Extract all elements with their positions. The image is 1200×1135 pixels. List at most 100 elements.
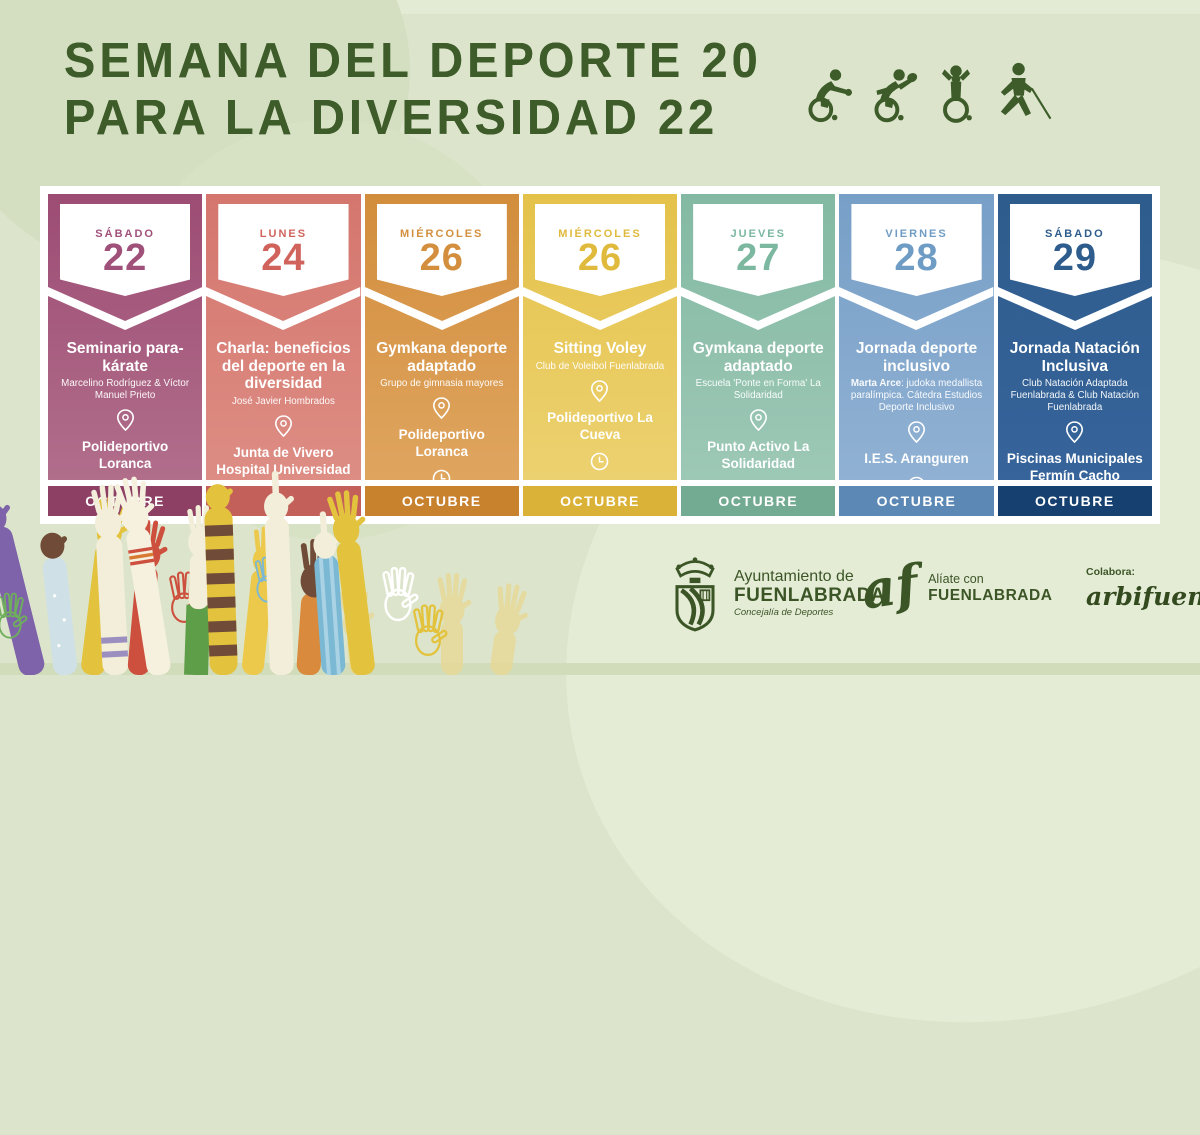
clock-icon-wrap (432, 469, 451, 480)
event-card-body: MIÉRCOLES 26 Gymkana deporte adaptado Gr… (364, 194, 519, 480)
event-subtitle: Marta Arce: judoka medallista paralímpic… (850, 378, 983, 413)
event-card-body: LUNES 24 Charla: beneficios del deporte … (206, 194, 361, 480)
colabora-label: Colabora: (1086, 566, 1136, 578)
location-pin-icon-wrap (116, 409, 135, 436)
footer-logos: Ayuntamiento de FUENLABRADA Concejalía d… (0, 548, 1200, 658)
event-subtitle: Club Natación Adaptada Fuenlabrada & Clu… (1010, 378, 1140, 413)
event-location: Piscinas Municipales Fermín Cacho (1006, 451, 1143, 480)
date-badge: MIÉRCOLES 26 (534, 204, 666, 296)
event-location: Polideportivo La Cueva (547, 409, 653, 442)
event-location: Junta de Vivero Hospital Universidad (216, 444, 351, 477)
location-pin-icon-wrap (749, 409, 768, 436)
location-pin-icon (749, 409, 767, 432)
event-title: Jornada Natación Inclusiva (1009, 340, 1140, 375)
card-chevron-stripe (681, 287, 836, 330)
event-date-number: 28 (894, 237, 939, 279)
event-card-body: VIERNES 28 Jornada deporte inclusivo Mar… (839, 194, 994, 480)
location-pin-icon-wrap (907, 421, 926, 448)
clock-icon-wrap (907, 476, 926, 480)
ayuntamiento-line3: Concejalía de Deportes (734, 607, 834, 618)
wheelchair-fencing-icon (808, 69, 852, 123)
date-badge: SÁBADO 29 (1009, 204, 1140, 296)
event-card-body: JUEVES 27 Gymkana deporte adaptado Escue… (681, 194, 836, 480)
location-pin-icon-wrap (1065, 421, 1084, 448)
event-month-bar: OCTUBRE (364, 486, 519, 516)
event-location: Punto Activo La Solidaridad (707, 439, 810, 471)
event-day: SÁBADO (1044, 228, 1105, 240)
colabora-logo: Colabora: arbifuenla (1086, 566, 1200, 611)
background-top-strip (0, 0, 1200, 14)
event-subtitle: Marcelino Rodríguez & Víctor Manuel Prie… (61, 378, 190, 401)
event-subtitle: Grupo de gimnasia mayores (380, 378, 504, 389)
card-chevron-stripe (839, 287, 994, 330)
event-card-sábado-22: SÁBADO 22 Seminario para-kárate Marcelin… (48, 194, 203, 516)
wheelchair-tennis-icon (874, 69, 918, 123)
event-day: VIERNES (885, 228, 948, 240)
event-card-jueves-27: JUEVES 27 Gymkana deporte adaptado Escue… (681, 194, 836, 516)
poster-header: SEMANA DEL DEPORTE 20 PARA LA DIVERSIDAD… (64, 30, 762, 144)
location-pin-icon (1066, 421, 1084, 444)
background-bottom-strip (0, 663, 1200, 675)
date-badge: JUEVES 27 (693, 204, 824, 296)
event-card-content: Gymkana deporte adaptado Escuela 'Ponte … (681, 194, 835, 480)
paralympic-icons-row (800, 62, 1054, 124)
location-pin-icon-wrap (274, 414, 293, 442)
card-chevron-stripe (997, 287, 1152, 330)
event-title: Charla: beneficios del deporte en la div… (216, 340, 351, 392)
event-month-bar: OCTUBRE (997, 486, 1152, 516)
event-card-content: Charla: beneficios del deporte en la div… (206, 194, 360, 480)
event-card-body: SÁBADO 22 Seminario para-kárate Marcelin… (48, 194, 203, 480)
clock-icon (432, 469, 451, 480)
location-pin-icon (433, 397, 451, 420)
event-month-bar: OCTUBRE (522, 486, 678, 516)
location-pin-icon (908, 421, 926, 444)
card-chevron-stripe (522, 287, 678, 330)
event-subtitle: José Javier Hombrados (231, 395, 335, 407)
event-card-body: SÁBADO 29 Jornada Natación Inclusiva Clu… (997, 194, 1152, 480)
events-panel: SÁBADO 22 Seminario para-kárate Marcelin… (40, 186, 1160, 524)
event-card-miércoles-26: MIÉRCOLES 26 Sitting Voley Club de Volei… (522, 194, 678, 516)
clock-icon-wrap (590, 452, 609, 476)
aliate-line1: Alíate con (928, 571, 984, 586)
aliate-fuenlabrada-logo: af Alíate con FUENLABRADA (858, 553, 1053, 621)
event-date-number: 26 (577, 237, 623, 279)
colabora-name: arbifuenla (1086, 582, 1200, 611)
poster-title-line1: SEMANA DEL DEPORTE 20 (64, 32, 762, 88)
location-pin-icon-wrap (590, 379, 609, 407)
event-location: I.E.S. Aranguren (864, 451, 969, 466)
event-title: Gymkana deporte adaptado (376, 340, 508, 375)
event-month-bar: OCTUBRE (48, 486, 203, 516)
event-date-number: 29 (1052, 237, 1097, 279)
event-card-content: Jornada Natación Inclusiva Club Natación… (998, 194, 1152, 480)
event-card-content: Sitting Voley Club de Voleibol Fuenlabra… (523, 194, 677, 480)
event-subtitle: Escuela 'Ponte en Forma' La Solidaridad (695, 378, 821, 401)
location-pin-icon (116, 409, 134, 432)
location-pin-icon-wrap (432, 397, 451, 424)
event-subtitle: Club de Voleibol Fuenlabrada (535, 360, 665, 372)
event-title: Sitting Voley (553, 340, 647, 357)
ayuntamiento-line1: Ayuntamiento de (734, 568, 854, 585)
af-script-mark: af (857, 553, 922, 622)
event-card-viernes-28: VIERNES 28 Jornada deporte inclusivo Mar… (839, 194, 994, 516)
event-title: Gymkana deporte adaptado (692, 340, 824, 375)
event-day: JUEVES (730, 228, 786, 240)
event-location: Polideportivo Loranca (398, 427, 485, 459)
event-card-lunes-24: LUNES 24 Charla: beneficios del deporte … (206, 194, 361, 516)
clock-icon (909, 476, 924, 480)
poster-title-line2: PARA LA DIVERSIDAD 22 (64, 89, 719, 145)
ayuntamiento-crest-icon (675, 557, 715, 632)
location-pin-icon (274, 414, 292, 437)
date-badge: VIERNES 28 (851, 204, 982, 296)
aliate-line2: FUENLABRADA (928, 586, 1053, 604)
clock-icon (591, 452, 609, 470)
event-card-content: Seminario para-kárate Marcelino Rodrígue… (48, 194, 202, 480)
location-pin-icon (591, 379, 609, 402)
ayuntamiento-logo: Ayuntamiento de FUENLABRADA Concejalía d… (668, 554, 885, 632)
event-month-bar: OCTUBRE (839, 486, 994, 516)
wheelchair-basketball-icon (941, 65, 972, 123)
event-day: MIÉRCOLES (558, 228, 642, 240)
event-title: Jornada deporte inclusivo (855, 340, 978, 375)
event-card-sábado-29: SÁBADO 29 Jornada Natación Inclusiva Clu… (997, 194, 1152, 516)
event-month-bar: OCTUBRE (681, 486, 836, 516)
event-card-body: MIÉRCOLES 26 Sitting Voley Club de Volei… (522, 194, 678, 480)
